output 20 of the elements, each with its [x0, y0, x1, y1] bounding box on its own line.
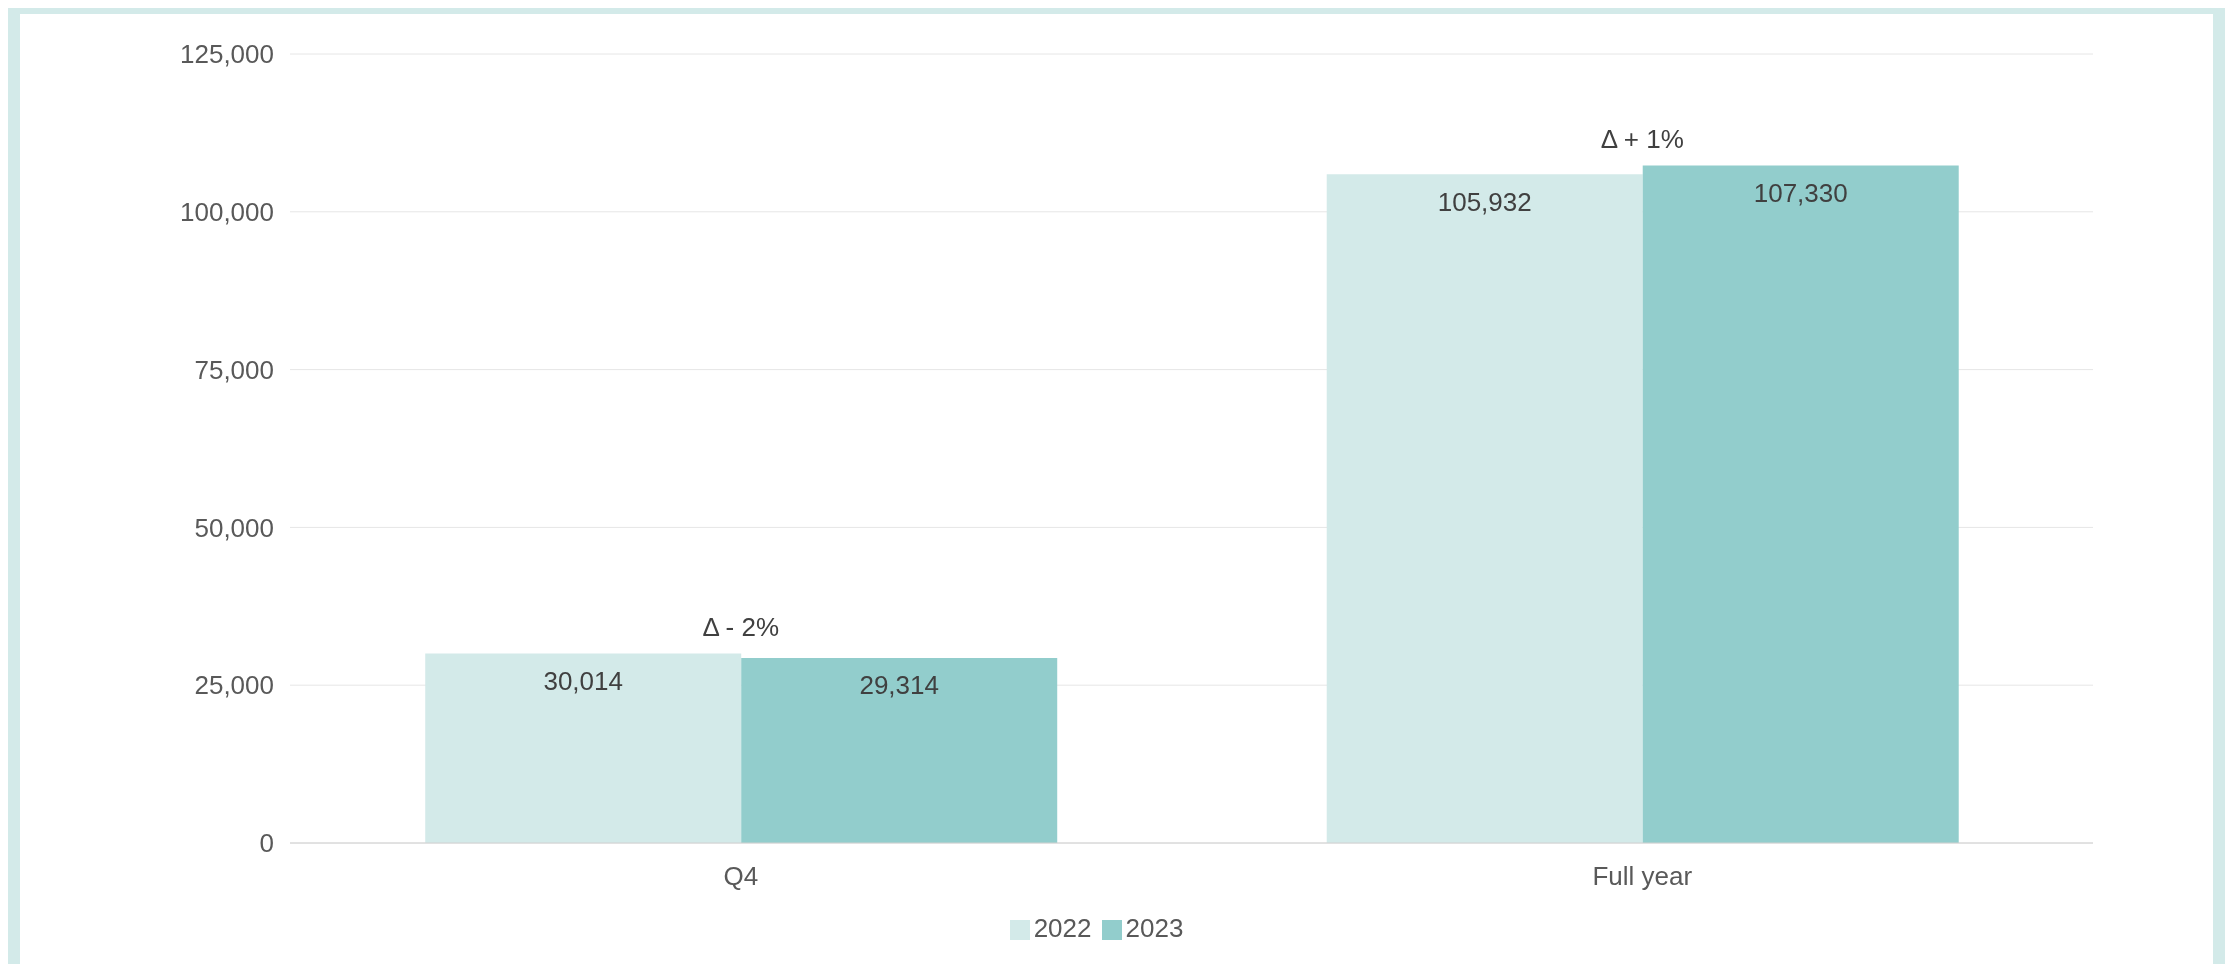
y-tick-label: 50,000	[194, 512, 274, 543]
bar	[741, 657, 1058, 843]
bar	[425, 653, 742, 843]
legend-label: 2023	[1125, 913, 1184, 943]
y-tick-label: 100,000	[180, 197, 274, 228]
bar	[1642, 165, 1959, 843]
x-tick-label: Q4	[723, 861, 759, 892]
x-tick-label: Full year	[1592, 861, 1693, 892]
legend-label: 2022	[1033, 913, 1092, 943]
annotation: Δ + 1%	[1600, 123, 1684, 154]
bar	[1326, 174, 1643, 843]
annotation: Δ - 2%	[702, 611, 780, 642]
y-tick-label: 75,000	[194, 354, 274, 385]
data-label: 29,314	[859, 670, 939, 701]
data-label: 30,014	[543, 666, 623, 697]
data-label: 107,330	[1753, 177, 1848, 208]
y-tick-label: 125,000	[180, 39, 274, 70]
y-tick-label: 25,000	[194, 670, 274, 701]
y-tick-label: 0	[259, 828, 274, 859]
data-label: 105,932	[1437, 186, 1532, 217]
